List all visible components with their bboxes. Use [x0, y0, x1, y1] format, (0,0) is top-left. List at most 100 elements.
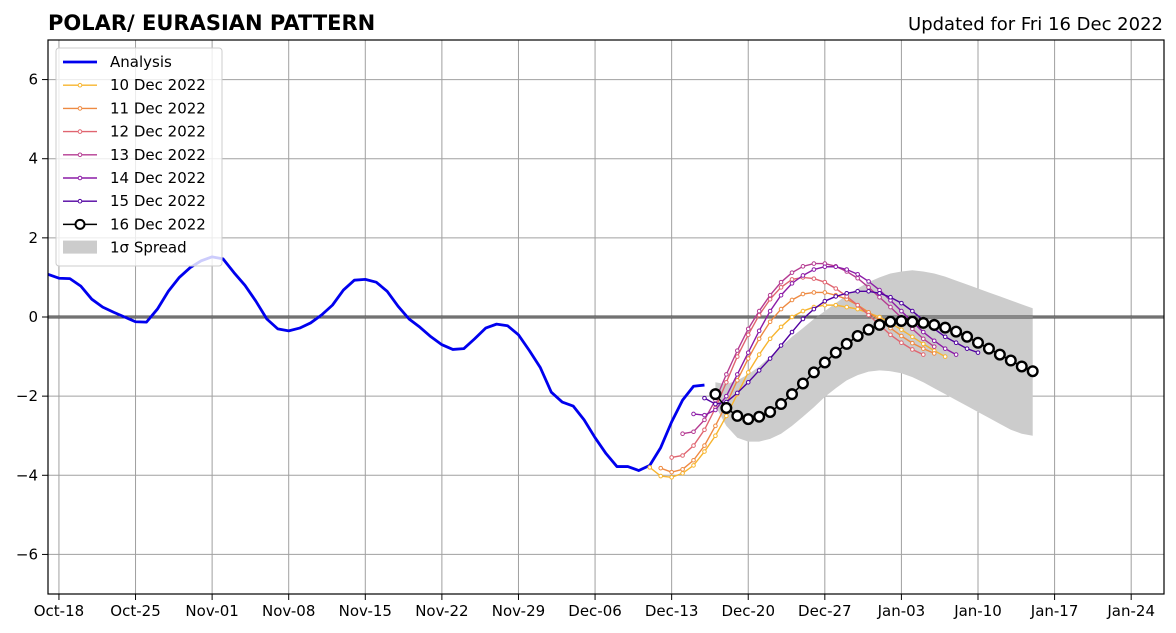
x-tick-label: Dec-06 [568, 602, 622, 620]
series-16-dec-2022-point [917, 316, 930, 329]
series-11-dec-2022-point [756, 336, 762, 342]
series-11-dec-2022-point [702, 443, 707, 448]
series-15-dec-2022-point [713, 401, 718, 407]
series-16-dec-2022-point [818, 356, 831, 369]
series-13-dec-2022 [680, 261, 937, 437]
series-13-dec-2022-point [877, 294, 882, 300]
series-14-dec-2022-point [702, 412, 707, 418]
series-16-dec-2022-point [1015, 360, 1028, 373]
series-14-dec-2022-point [767, 308, 773, 314]
series-15-dec-2022-point [800, 316, 806, 322]
series-13-dec-2022-point [734, 348, 740, 353]
series-12-dec-2022-point [680, 453, 685, 458]
series-13-dec-2022-point [866, 285, 871, 290]
series-10-dec-2022-point [822, 302, 828, 308]
y-tick-label: 2 [28, 229, 38, 247]
series-16-dec-2022-point [895, 314, 908, 327]
series-10-dec-2022-point [745, 370, 751, 375]
series-12-dec-2022-point [855, 302, 860, 308]
series-11-dec-2022-point [931, 351, 937, 356]
series-13-dec-2022-point [756, 308, 762, 314]
series-15-dec-2022-point [866, 288, 871, 294]
series-12-dec-2022-point [822, 279, 828, 285]
legend: Analysis 10 Dec 2022 11 Dec 2022 12 Dec 202… [55, 47, 223, 267]
legend-item-15-dec-2022: 15 Dec 2022 [63, 192, 206, 210]
series-16-dec-2022-point [851, 329, 864, 342]
legend-label: 11 Dec 2022 [110, 99, 206, 117]
legend-marker [77, 198, 83, 204]
series-15-dec-2022-point [942, 334, 948, 340]
series-14-dec-2022-point [953, 352, 959, 357]
series-11-dec-2022-point [800, 291, 806, 297]
series-12-dec-2022-point [866, 312, 871, 318]
series-16-dec-2022 [709, 314, 1039, 426]
series-10-dec-2022-point [920, 341, 926, 347]
series-12-dec-2022-point [899, 340, 904, 346]
series-13-dec-2022-point [855, 275, 860, 281]
series-15-dec-2022-point [822, 298, 828, 304]
series-15-dec-2022-point [877, 290, 882, 296]
series-16-dec-2022-point [720, 402, 733, 415]
series-10-dec-2022-line [649, 304, 946, 478]
legend-item-1-spread: 1σ Spread [63, 239, 187, 257]
legend-box [55, 47, 223, 267]
legend-label: 14 Dec 2022 [110, 169, 206, 187]
series-12-dec-2022-point [734, 354, 740, 359]
series-11-dec-2022-point [822, 290, 828, 295]
series-10-dec-2022-point [724, 413, 729, 419]
series-15-dec-2022-point [833, 294, 839, 299]
legend-label: 13 Dec 2022 [110, 146, 206, 164]
x-tick-label: Jan-24 [1106, 602, 1155, 620]
legend-label: 15 Dec 2022 [110, 192, 206, 210]
legend-marker [77, 175, 83, 181]
series-12-dec-2022-point [888, 332, 893, 338]
legend-marker [77, 106, 83, 111]
x-tick-label: Nov-29 [492, 602, 545, 620]
series-15-dec-2022-point [767, 356, 773, 361]
series-15-dec-2022-point [745, 379, 751, 385]
series-13-dec-2022-point [920, 336, 926, 342]
y-tick-label: 6 [28, 71, 38, 89]
legend-label: 10 Dec 2022 [110, 76, 206, 94]
series-12-dec-2022-point [691, 443, 696, 448]
legend-item-16-dec-2022: 16 Dec 2022 [63, 215, 206, 233]
x-tick-label: Dec-27 [798, 602, 852, 620]
series-15-dec-2022-point [734, 390, 740, 396]
x-tick-label: Jan-03 [877, 602, 926, 620]
series-13-dec-2022-point [691, 429, 696, 435]
series-10-dec-2022-point [658, 473, 664, 479]
series-16-dec-2022-point [731, 409, 744, 422]
series-10-dec-2022-point [767, 336, 773, 342]
series-10-dec-2022-point [713, 433, 718, 439]
series-10-dec-2022-point [680, 471, 685, 476]
series-11-dec-2022-point [745, 356, 751, 361]
series-analysis-line [47, 255, 705, 472]
series-12-dec-2022-point [833, 286, 839, 291]
series-12-dec-2022-point [811, 276, 817, 281]
series-11-dec-2022-point [734, 378, 740, 383]
series-13-dec-2022-point [888, 304, 893, 310]
series-15-dec-2022-point [778, 343, 784, 348]
series-12-dec-2022-point [789, 277, 795, 282]
series-16-dec-2022-point [753, 410, 766, 423]
series-16-dec-2022-point [884, 315, 897, 328]
y-tick-label: 4 [28, 150, 38, 168]
series-14-dec-2022-point [789, 281, 795, 286]
series-14-dec-2022-point [745, 350, 751, 355]
y-tick-label: −4 [16, 466, 38, 484]
series-14-dec-2022-point [899, 308, 904, 314]
series-10-dec-2022-point [789, 314, 795, 320]
x-tick-label: Jan-10 [953, 602, 1002, 620]
series-16-dec-2022-point [775, 398, 788, 411]
series-11-dec-2022-point [789, 297, 795, 303]
series-14-dec-2022-point [724, 393, 729, 399]
y-tick-label: 0 [28, 308, 38, 326]
series-14-dec-2022-point [855, 271, 860, 277]
series-16-dec-2022-point [786, 388, 799, 401]
series-16-dec-2022-point [1026, 365, 1039, 378]
series-11-dec-2022-point [910, 340, 915, 346]
series-14-dec-2022-point [691, 411, 696, 417]
series-10-dec-2022 [647, 302, 948, 480]
series-16-dec-2022-point [961, 330, 974, 343]
y-tick-label: −6 [16, 545, 38, 563]
